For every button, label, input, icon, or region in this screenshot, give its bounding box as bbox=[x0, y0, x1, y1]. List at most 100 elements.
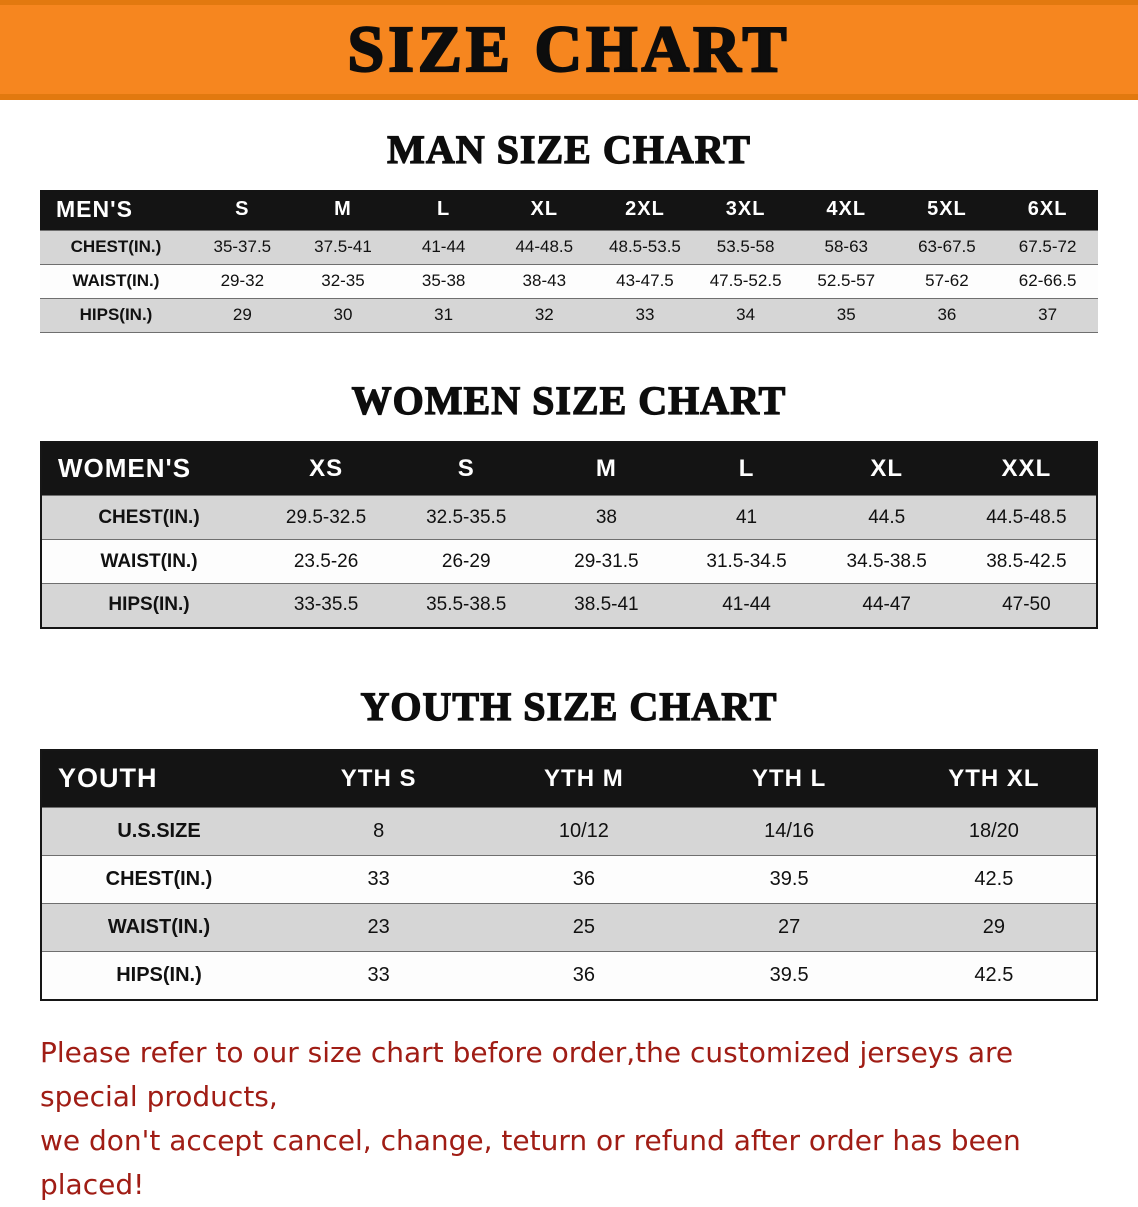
size-value-cell: 41 bbox=[676, 496, 816, 540]
size-value-cell: 44.5-48.5 bbox=[957, 496, 1097, 540]
size-value-cell: 62-66.5 bbox=[997, 264, 1098, 298]
size-column-header: L bbox=[676, 442, 816, 496]
size-column-header: M bbox=[536, 442, 676, 496]
size-chart-banner: SIZE CHART bbox=[0, 0, 1138, 100]
size-column-header: 6XL bbox=[997, 190, 1098, 230]
size-value-cell: 57-62 bbox=[897, 264, 998, 298]
size-value-cell: 23.5-26 bbox=[256, 540, 396, 584]
size-value-cell: 47.5-52.5 bbox=[695, 264, 796, 298]
size-value-cell: 27 bbox=[687, 904, 892, 952]
size-column-header: XL bbox=[817, 442, 957, 496]
size-value-cell: 42.5 bbox=[892, 856, 1097, 904]
size-value-cell: 34 bbox=[695, 298, 796, 332]
size-value-cell: 29-31.5 bbox=[536, 540, 676, 584]
size-column-header: S bbox=[396, 442, 536, 496]
size-value-cell: 43-47.5 bbox=[595, 264, 696, 298]
order-policy-note: Please refer to our size chart before or… bbox=[40, 1031, 1098, 1207]
size-value-cell: 23 bbox=[276, 904, 481, 952]
size-column-header: YTH XL bbox=[892, 750, 1097, 808]
size-value-cell: 14/16 bbox=[687, 808, 892, 856]
size-value-cell: 31.5-34.5 bbox=[676, 540, 816, 584]
row-label-cell: HIPS(IN.) bbox=[41, 952, 276, 1000]
size-value-cell: 29 bbox=[192, 298, 293, 332]
size-value-cell: 33-35.5 bbox=[256, 584, 396, 628]
size-value-cell: 33 bbox=[595, 298, 696, 332]
size-value-cell: 38.5-42.5 bbox=[957, 540, 1097, 584]
size-value-cell: 48.5-53.5 bbox=[595, 230, 696, 264]
size-value-cell: 35-38 bbox=[393, 264, 494, 298]
row-label-cell: WAIST(IN.) bbox=[41, 904, 276, 952]
row-label-cell: HIPS(IN.) bbox=[40, 298, 192, 332]
size-value-cell: 38 bbox=[536, 496, 676, 540]
size-value-cell: 39.5 bbox=[687, 856, 892, 904]
size-value-cell: 36 bbox=[481, 952, 686, 1000]
size-value-cell: 44.5 bbox=[817, 496, 957, 540]
size-value-cell: 36 bbox=[897, 298, 998, 332]
row-label-cell: CHEST(IN.) bbox=[41, 496, 256, 540]
size-chart-page: { "banner": { "title": "SIZE CHART" }, "… bbox=[0, 0, 1138, 1132]
table-corner-label: YOUTH bbox=[41, 750, 276, 808]
size-column-header: 2XL bbox=[595, 190, 696, 230]
size-value-cell: 30 bbox=[293, 298, 394, 332]
size-column-header: XXL bbox=[957, 442, 1097, 496]
size-value-cell: 26-29 bbox=[396, 540, 536, 584]
size-value-cell: 38-43 bbox=[494, 264, 595, 298]
size-value-cell: 37.5-41 bbox=[293, 230, 394, 264]
size-value-cell: 31 bbox=[393, 298, 494, 332]
size-column-header: 3XL bbox=[695, 190, 796, 230]
size-column-header: XL bbox=[494, 190, 595, 230]
row-label-cell: HIPS(IN.) bbox=[41, 584, 256, 628]
size-value-cell: 32 bbox=[494, 298, 595, 332]
size-value-cell: 35-37.5 bbox=[192, 230, 293, 264]
row-label-cell: CHEST(IN.) bbox=[41, 856, 276, 904]
size-value-cell: 39.5 bbox=[687, 952, 892, 1000]
size-value-cell: 42.5 bbox=[892, 952, 1097, 1000]
size-column-header: L bbox=[393, 190, 494, 230]
women-size-chart-heading: WOMEN SIZE CHART bbox=[0, 377, 1138, 425]
size-column-header: 4XL bbox=[796, 190, 897, 230]
size-column-header: YTH M bbox=[481, 750, 686, 808]
row-label-cell: WAIST(IN.) bbox=[41, 540, 256, 584]
size-value-cell: 67.5-72 bbox=[997, 230, 1098, 264]
size-value-cell: 32.5-35.5 bbox=[396, 496, 536, 540]
size-value-cell: 41-44 bbox=[393, 230, 494, 264]
size-value-cell: 8 bbox=[276, 808, 481, 856]
size-value-cell: 33 bbox=[276, 952, 481, 1000]
size-chart-title: SIZE CHART bbox=[348, 17, 791, 83]
size-value-cell: 29 bbox=[892, 904, 1097, 952]
table-corner-label: MEN'S bbox=[40, 190, 192, 230]
size-value-cell: 18/20 bbox=[892, 808, 1097, 856]
size-column-header: YTH L bbox=[687, 750, 892, 808]
size-column-header: S bbox=[192, 190, 293, 230]
row-label-cell: CHEST(IN.) bbox=[40, 230, 192, 264]
size-value-cell: 44-48.5 bbox=[494, 230, 595, 264]
size-value-cell: 35 bbox=[796, 298, 897, 332]
size-value-cell: 29.5-32.5 bbox=[256, 496, 396, 540]
size-value-cell: 32-35 bbox=[293, 264, 394, 298]
row-label-cell: U.S.SIZE bbox=[41, 808, 276, 856]
man-size-chart-heading: MAN SIZE CHART bbox=[0, 126, 1138, 174]
size-value-cell: 29-32 bbox=[192, 264, 293, 298]
table-corner-label: WOMEN'S bbox=[41, 442, 256, 496]
size-column-header: XS bbox=[256, 442, 396, 496]
size-value-cell: 41-44 bbox=[676, 584, 816, 628]
size-column-header: YTH S bbox=[276, 750, 481, 808]
size-value-cell: 25 bbox=[481, 904, 686, 952]
size-value-cell: 58-63 bbox=[796, 230, 897, 264]
size-value-cell: 33 bbox=[276, 856, 481, 904]
